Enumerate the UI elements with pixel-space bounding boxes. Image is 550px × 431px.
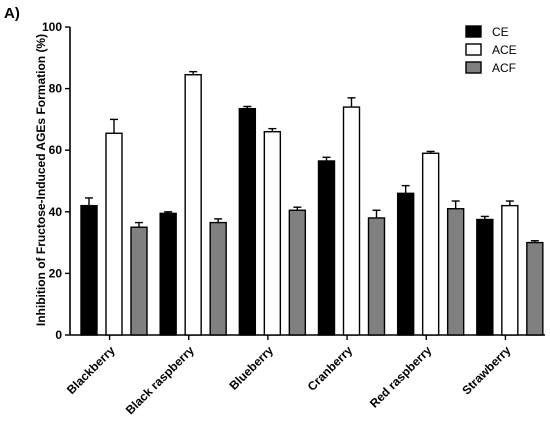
y-tick-label: 40 <box>49 205 63 219</box>
bar-ace <box>263 131 282 336</box>
legend-swatch-acf <box>465 61 482 74</box>
bar-ace <box>501 204 519 336</box>
bar-ce <box>396 192 415 336</box>
bar-acf <box>526 241 544 336</box>
legend-label-acf: ACF <box>492 61 516 75</box>
y-tick-label: 20 <box>49 266 63 280</box>
x-tick-label: Red raspberry <box>367 343 435 411</box>
bar-ce <box>80 204 98 336</box>
bar-ace <box>421 152 440 336</box>
bar-acf <box>288 209 307 336</box>
bar-ace <box>342 106 361 336</box>
legend-swatch-ce <box>465 25 482 38</box>
y-tick-label: 80 <box>49 82 63 96</box>
plot-area: 0 20 40 60 80 100 Blackberry Black raspberry Blu… <box>42 20 545 417</box>
bar-ce <box>159 212 177 336</box>
y-axis-label: Inhibition of Fructose-Induced AGEs Form… <box>34 34 48 326</box>
bar-ace <box>105 132 123 336</box>
x-tick-label: Cranberry <box>305 343 356 394</box>
bar-acf <box>130 226 148 336</box>
x-tick-label: Strawberry <box>459 343 513 397</box>
bar-acf <box>367 217 386 336</box>
legend-label-ce: CE <box>492 25 509 39</box>
x-tick-label: Blueberry <box>227 343 277 393</box>
bar-ace <box>184 74 202 336</box>
legend-label-ace: ACE <box>492 43 517 57</box>
bar-ce <box>317 160 336 336</box>
bar-ce <box>238 107 257 336</box>
bar-acf <box>209 221 227 336</box>
bar-ce <box>476 218 494 336</box>
y-tick-label: 60 <box>49 143 63 157</box>
x-tick-label: Black raspberry <box>123 343 197 417</box>
legend: CE ACE ACF <box>465 25 517 75</box>
legend-swatch-ace <box>465 43 482 56</box>
x-tick-label: Blackberry <box>64 343 118 397</box>
panel-label: A) <box>4 5 20 22</box>
bar-acf <box>446 208 465 336</box>
y-tick-label: 100 <box>42 20 62 34</box>
y-tick-label: 0 <box>55 328 62 342</box>
